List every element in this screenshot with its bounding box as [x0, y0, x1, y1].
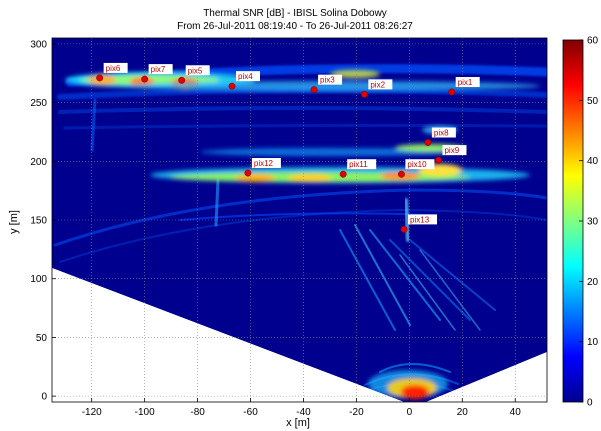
- point-label-box: [347, 159, 377, 170]
- point-label-box: [236, 71, 260, 82]
- point-label: pix4: [238, 72, 253, 81]
- point-label-box: [251, 158, 281, 169]
- x-tick-label: 20: [457, 407, 469, 418]
- point-label: pix12: [254, 159, 274, 168]
- point-label: pix1: [458, 78, 473, 87]
- colorbar-tick-label: 30: [587, 217, 599, 228]
- point-marker: [244, 169, 252, 177]
- x-tick-label: -40: [296, 407, 311, 418]
- point-label: pix10: [407, 160, 427, 169]
- point-label: pix9: [444, 146, 459, 155]
- point-marker: [448, 88, 456, 96]
- point-label: pix2: [370, 80, 385, 89]
- point-label: pix6: [106, 64, 121, 73]
- point-label-box: [455, 77, 480, 88]
- colorbar-tick-label: 50: [587, 96, 599, 107]
- point-label-box: [431, 127, 456, 138]
- point-label-box: [103, 62, 128, 73]
- point-label-box: [148, 64, 173, 75]
- y-tick-label: 250: [30, 98, 47, 109]
- point-label-box: [405, 159, 435, 170]
- point-markers: pix1 pix2 pix3 pix4 pix5 pix6 pix7 pix8 pix9 pix1…: [96, 62, 480, 233]
- point-label: pix3: [320, 76, 335, 85]
- point-label-box: [318, 74, 343, 85]
- colorbar-tick-label: 20: [587, 277, 599, 288]
- point-marker: [178, 76, 186, 84]
- point-label-box: [408, 214, 438, 225]
- y-tick-label: 100: [30, 274, 47, 285]
- colorbar-tick-label: 10: [587, 337, 599, 348]
- colorbar-tick-label: 60: [587, 36, 599, 47]
- chart-title: Thermal SNR [dB] - IBISL Solina Dobowy: [203, 8, 387, 19]
- x-tick-label: -60: [243, 407, 258, 418]
- point-marker: [96, 74, 104, 82]
- colorbar-tick-label: 0: [587, 398, 593, 409]
- point-marker: [228, 82, 236, 90]
- x-axis: -120 -100 -80 -60 -40 -20 0 20 40: [82, 398, 522, 418]
- point-marker: [435, 156, 442, 164]
- point-marker: [397, 170, 405, 178]
- y-tick-label: 50: [36, 333, 48, 344]
- x-tick-label: 40: [510, 407, 522, 418]
- y-tick-label: 0: [41, 392, 47, 403]
- diagonal-streaks: [339, 224, 496, 331]
- x-tick-label: -100: [135, 407, 155, 418]
- colorbar-ticks: 0 10 20 30 40 50 60: [579, 36, 599, 409]
- point-label: pix11: [349, 160, 368, 169]
- y-axis: 0 50 100 150 200 250 300: [30, 39, 56, 403]
- point-marker: [400, 225, 408, 233]
- x-tick-label: 0: [407, 407, 413, 418]
- grid-overlay: [52, 38, 547, 402]
- point-marker: [339, 170, 347, 178]
- point-label: pix13: [410, 215, 430, 224]
- point-marker: [310, 86, 318, 94]
- point-marker: [424, 139, 432, 146]
- point-label: pix5: [188, 66, 203, 75]
- point-label: pix7: [151, 65, 166, 74]
- point-label: pix8: [434, 129, 449, 138]
- colorbar-tick-label: 40: [587, 156, 599, 167]
- x-tick-label: -120: [82, 407, 102, 418]
- point-marker: [360, 90, 368, 98]
- x-axis-label: x [m]: [286, 417, 310, 429]
- point-label-box: [185, 65, 210, 76]
- y-axis-label: y [m]: [8, 210, 20, 234]
- heatmap-area: pix1 pix2 pix3 pix4 pix5 pix6 pix7 pix8 pix9 pix1…: [52, 38, 547, 402]
- x-tick-label: -80: [190, 407, 205, 418]
- y-tick-label: 300: [30, 39, 47, 50]
- y-tick-label: 150: [30, 216, 47, 227]
- y-tick-label: 200: [30, 157, 47, 168]
- point-label-box: [368, 79, 393, 90]
- point-label-box: [442, 145, 467, 156]
- x-tick-label: -20: [349, 407, 364, 418]
- point-marker: [141, 75, 149, 83]
- chart-subtitle: From 26-Jul-2011 08:19:40 - To 26-Jul-20…: [177, 21, 413, 32]
